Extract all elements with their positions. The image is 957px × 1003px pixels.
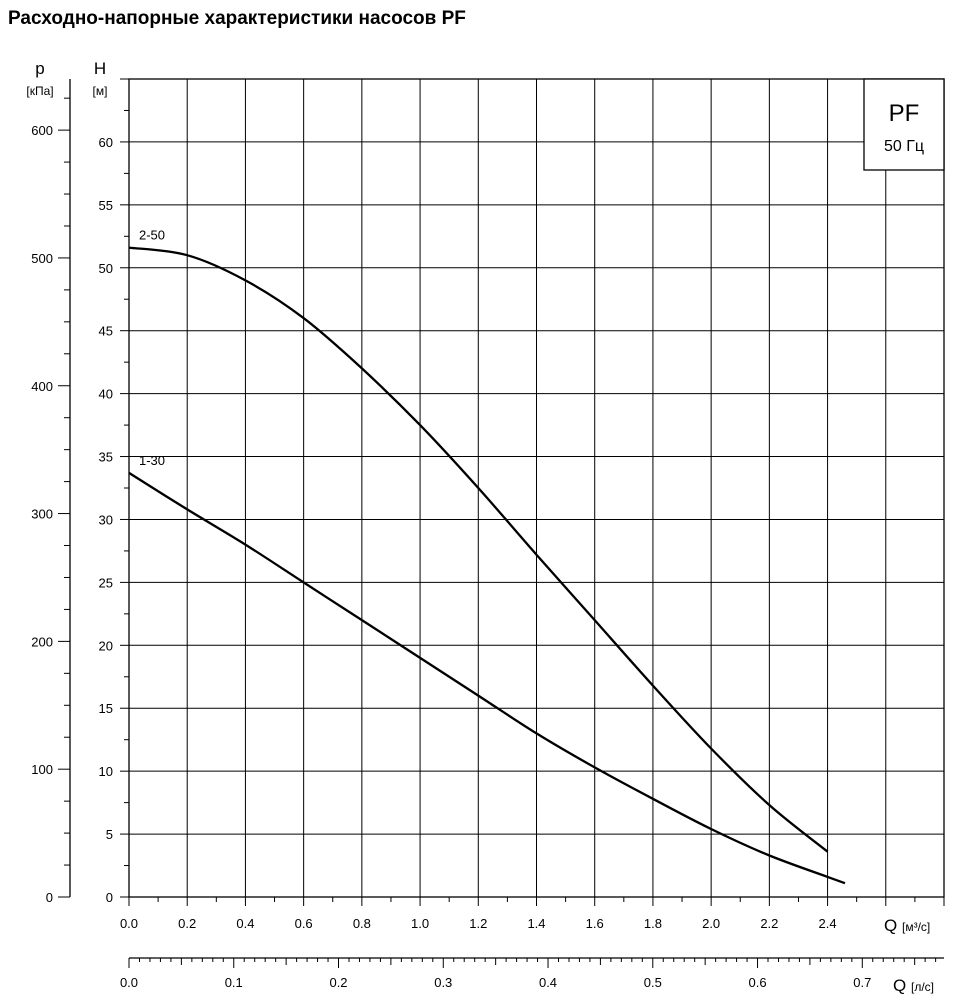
y2-axis-ticks: 0 100 200 300 400 500 600: [31, 97, 70, 905]
y2-tick-label: 500: [31, 251, 53, 266]
x-tick-label: 1.2: [469, 916, 487, 931]
y-axis-symbol: H: [94, 59, 106, 78]
y2-tick-label: 600: [31, 123, 53, 138]
x-tick-label: 0.6: [295, 916, 313, 931]
x-tick-label: 1.6: [586, 916, 604, 931]
x2-axis-unit: [л/с]: [911, 980, 934, 994]
x-tick-label: 0.8: [353, 916, 371, 931]
y2-tick-label: 0: [46, 890, 53, 905]
page-title: Расходно-напорные характеристики насосов…: [8, 8, 466, 29]
badge-frequency: 50 Гц: [884, 138, 924, 155]
y-tick-label: 55: [99, 198, 113, 213]
x-tick-label: 1.8: [644, 916, 662, 931]
x-tick-label: 2.4: [819, 916, 837, 931]
y2-axis-symbol: p: [35, 59, 44, 78]
x2-axis-symbol: Q: [893, 976, 906, 995]
y2-tick-label: 400: [31, 379, 53, 394]
y-tick-label: 30: [99, 512, 113, 527]
y-tick-label: 45: [99, 324, 113, 339]
x2-tick-label: 0.5: [644, 975, 662, 990]
x2-tick-label: 0.4: [539, 975, 557, 990]
y-tick-label: 25: [99, 575, 113, 590]
x-axis-unit: [м³/с]: [902, 920, 930, 934]
y2-axis-unit: [кПа]: [26, 84, 53, 98]
y-tick-label: 5: [106, 827, 113, 842]
y-tick-label: 50: [99, 261, 113, 276]
x2-tick-label: 0.7: [853, 975, 871, 990]
y-axis-ticks: 0 5 10 15 20 25 30 35 40 45 50 55 60: [99, 78, 129, 905]
y-tick-label: 10: [99, 764, 113, 779]
x2-tick-label: 0.2: [329, 975, 347, 990]
x2-tick-label: 0.3: [434, 975, 452, 990]
y-tick-label: 0: [106, 890, 113, 905]
y2-tick-label: 200: [31, 634, 53, 649]
x-tick-label: 1.0: [411, 916, 429, 931]
x2-tick-label: 0.6: [748, 975, 766, 990]
series-line-1-30: [128, 471, 846, 885]
badge-model: PF: [889, 100, 920, 127]
badge-frame: [863, 78, 945, 171]
grid: [129, 79, 944, 897]
y-tick-label: 40: [99, 387, 113, 402]
x-tick-label: 2.0: [702, 916, 720, 931]
series-group: 2-50 1-30: [128, 228, 846, 885]
x-axis-ticks: 0.0 0.2 0.4 0.6 0.8 1.0 1.2 1.4 1.6 1.8 2.0 2.2 2.4: [120, 897, 945, 931]
x-tick-label: 1.4: [527, 916, 545, 931]
y-tick-label: 20: [99, 638, 113, 653]
y-tick-label: 15: [99, 701, 113, 716]
y2-tick-label: 100: [31, 762, 53, 777]
model-badge: PF 50 Гц: [863, 78, 945, 171]
x-axis-symbol: Q: [884, 916, 897, 935]
x2-axis-ticks: 0.0 0.1 0.2 0.3 0.4 0.5 0.6 0.7: [120, 958, 937, 990]
y-axis-unit: [м]: [93, 84, 108, 98]
series-label-2-50: 2-50: [139, 228, 165, 243]
x-tick-label: 0.4: [236, 916, 254, 931]
x-tick-label: 2.2: [760, 916, 778, 931]
x2-tick-label: 0.0: [120, 975, 138, 990]
x2-tick-label: 0.1: [225, 975, 243, 990]
series-line-2-50: [128, 246, 829, 853]
x-tick-label: 0.2: [178, 916, 196, 931]
series-label-1-30: 1-30: [139, 453, 165, 468]
y2-tick-label: 300: [31, 507, 53, 522]
y-tick-label: 35: [99, 450, 113, 465]
y-tick-label: 60: [99, 135, 113, 150]
x-tick-label: 0.0: [120, 916, 138, 931]
